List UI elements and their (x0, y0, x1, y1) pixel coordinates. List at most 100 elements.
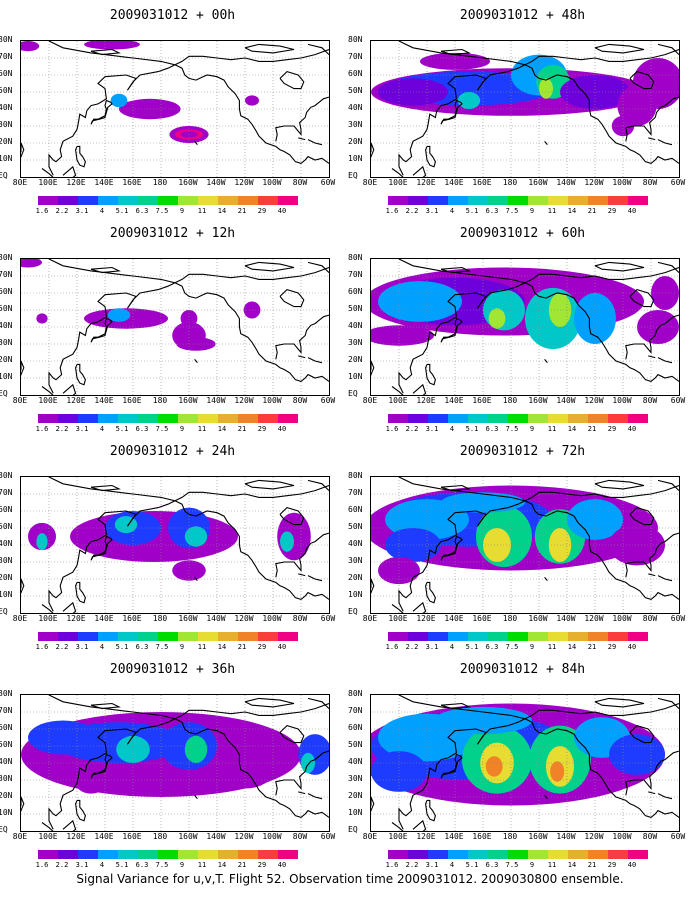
colorbar-label: 3.1 (425, 425, 439, 433)
lat-tick-label: 10N (0, 808, 13, 817)
colorbar-swatch (178, 196, 198, 205)
coastline (398, 695, 527, 830)
colorbar-swatch (78, 196, 98, 205)
colorbar-swatch (58, 632, 78, 641)
lat-tick-label: 80N (348, 253, 363, 262)
coastline (307, 793, 323, 800)
lon-tick-label: 100W (262, 832, 282, 841)
colorbar-swatch (568, 850, 588, 859)
colorbar-label: 6.3 (135, 643, 149, 651)
colorbar-swatch (158, 850, 178, 859)
panel-title: 2009031012 + 00h (109, 8, 236, 23)
colorbar-swatch (468, 850, 488, 859)
colorbar-swatch (178, 414, 198, 423)
panel-title: 2009031012 + 72h (459, 444, 586, 459)
colorbar-label: 29 (607, 207, 617, 215)
colorbar-swatch (608, 632, 628, 641)
coastline (244, 479, 295, 490)
coastline (544, 794, 548, 800)
coastline (391, 822, 404, 831)
coastline (279, 724, 305, 744)
lon-tick-label: 80W (292, 178, 308, 187)
colorbar-label: 14 (567, 207, 577, 215)
coastline (629, 506, 655, 526)
colorbar-label: 11 (197, 425, 207, 433)
colorbar-swatch (568, 414, 588, 423)
colorbar-label: 21 (587, 643, 597, 651)
lat-tick-label: 40N (348, 539, 363, 548)
colorbar-swatch (428, 196, 448, 205)
colorbar-label: 14 (217, 643, 227, 651)
coastline (174, 500, 329, 601)
colorbar-label: 7.5 (155, 861, 169, 869)
lon-tick-label: 80E (12, 832, 28, 841)
colorbar-swatch (118, 850, 138, 859)
coastline (524, 266, 679, 284)
variance-contour (371, 325, 434, 346)
colorbar-swatch (278, 850, 298, 859)
figure-caption: Signal Variance for u,v,T. Flight 52. Ob… (76, 872, 624, 886)
coastline (174, 64, 329, 165)
coastline (657, 697, 679, 709)
lat-tick-label: 60N (348, 69, 363, 78)
colorbar-label: 1.6 (385, 861, 399, 869)
lon-tick-label: 140W (556, 832, 576, 841)
coastline (657, 43, 679, 55)
colorbar-label: 14 (217, 207, 227, 215)
colorbar-swatch (218, 196, 238, 205)
colorbar-swatch (238, 850, 258, 859)
lon-tick-label: 100W (262, 178, 282, 187)
coastline (244, 43, 295, 54)
lon-tick-label: 120W (584, 396, 604, 405)
variance-contour (107, 308, 131, 322)
colorbar-label: 2.2 (55, 861, 69, 869)
colorbar-label: 29 (257, 643, 267, 651)
colorbar-swatch (138, 850, 158, 859)
coastline (544, 140, 548, 146)
variance-contour (301, 752, 315, 774)
colorbar-label: 6.3 (135, 207, 149, 215)
lon-tick-label: 180 (152, 832, 168, 841)
lon-tick-label: 120W (584, 178, 604, 187)
lon-tick-label: 80W (642, 178, 658, 187)
lon-tick-label: 100W (612, 614, 632, 623)
colorbar-swatch (198, 850, 218, 859)
coastline (524, 702, 679, 720)
coastline (75, 363, 86, 386)
lon-tick-label: 120W (234, 396, 254, 405)
coastline (279, 288, 305, 308)
colorbar-swatch (78, 414, 98, 423)
lon-tick-label: 120W (584, 832, 604, 841)
coastline (174, 718, 329, 819)
coastline (657, 575, 673, 582)
variance-contour (180, 310, 198, 327)
lat-tick-label: EQ (348, 171, 358, 180)
colorbar-label: 11 (197, 861, 207, 869)
colorbar-label: 3.1 (425, 207, 439, 215)
lon-tick-label: 120E (66, 832, 86, 841)
coastline (412, 383, 427, 395)
lat-tick-label: 20N (0, 573, 13, 582)
colorbar-label: 11 (547, 861, 557, 869)
colorbar-swatch (628, 632, 648, 641)
colorbar-label: 40 (627, 425, 637, 433)
colorbar: 1.6 2.2 3.1 4 5.1 6.3 7.5 9 11 14 21 29 40 (386, 196, 652, 215)
colorbar-label: 40 (627, 207, 637, 215)
colorbar-label: 29 (257, 861, 267, 869)
lon-tick-label: 100E (38, 178, 58, 187)
colorbar-label: 4 (99, 425, 105, 433)
colorbar: 1.6 2.2 3.1 4 5.1 6.3 7.5 9 11 14 21 29 40 (36, 632, 302, 651)
coastline (629, 288, 655, 308)
lat-tick-label: 10N (348, 372, 363, 381)
colorbar: 1.6 2.2 3.1 4 5.1 6.3 7.5 9 11 14 21 29 40 (36, 196, 302, 215)
coastline (657, 261, 679, 273)
lat-tick-label: 60N (348, 287, 363, 296)
map-panel-60h: 2009031012 + 60h 80N 70N 60N 50N 40N 30N 20N 10N… (348, 218, 695, 433)
lon-tick-label: 60W (320, 614, 336, 623)
lat-tick-label: 50N (0, 304, 13, 313)
lat-tick-label: 20N (348, 137, 363, 146)
colorbar-label: 6.3 (135, 425, 149, 433)
colorbar-label: 21 (237, 207, 247, 215)
colorbar-swatch (388, 850, 408, 859)
lat-tick-label: 30N (0, 774, 13, 783)
